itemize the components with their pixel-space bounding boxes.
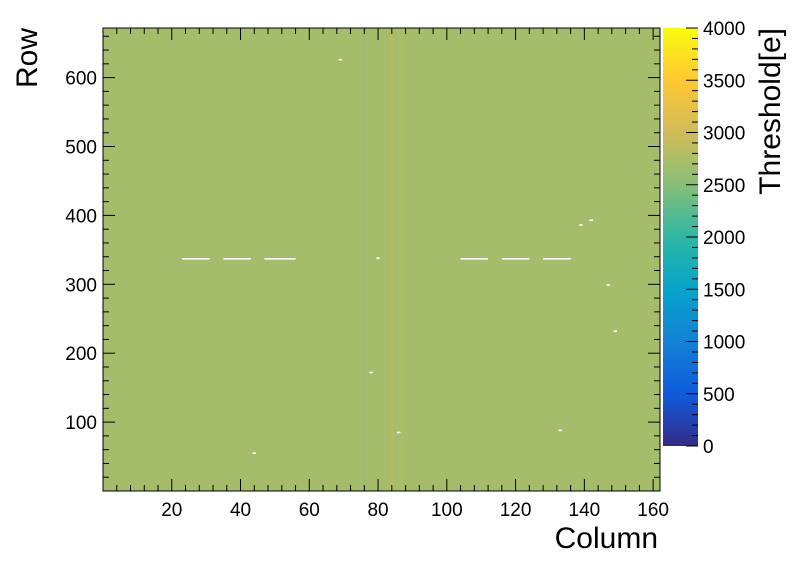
colorbar-tick-label: 0 xyxy=(703,437,714,458)
x-tick-label: 80 xyxy=(367,500,388,521)
x-tick-label: 160 xyxy=(637,500,669,521)
y-axis: 100 200 300 400 500 600 xyxy=(65,35,660,478)
colorbar-tick-label: 3500 xyxy=(703,71,745,92)
masked-pixel-segment xyxy=(558,429,563,432)
x-tick-label: 100 xyxy=(431,500,463,521)
x-axis-title: Column xyxy=(555,522,658,555)
y-tick-label: 400 xyxy=(65,206,97,227)
y-axis-title: Row xyxy=(11,28,44,88)
colorbar-tick-label: 3000 xyxy=(703,124,745,145)
y-tick-label: 600 xyxy=(65,69,97,90)
masked-pixel-segment xyxy=(543,258,571,260)
colorbar-title: Threshold[e] xyxy=(754,28,787,195)
colorbar-tick-label: 4000 xyxy=(703,19,745,40)
colorbar-tick-label: 1000 xyxy=(703,333,745,354)
masked-pixel-segment xyxy=(460,258,489,260)
plot-frame xyxy=(102,27,661,492)
colorbar-tick-label: 1500 xyxy=(703,280,745,301)
column-stripe xyxy=(400,28,404,491)
masked-pixel-segment xyxy=(501,258,530,260)
masked-pixel-segment xyxy=(613,330,618,332)
masked-pixel-segment xyxy=(252,452,257,454)
x-tick-label: 120 xyxy=(500,500,532,521)
colorbar-tick-label: 2500 xyxy=(703,176,745,197)
masked-pixel-segment xyxy=(579,224,583,226)
masked-pixel-segment xyxy=(338,58,342,61)
x-axis: 20 40 60 80 100 120 140 160 xyxy=(102,28,669,521)
x-tick-label: 140 xyxy=(569,500,601,521)
masked-pixel-segment xyxy=(223,258,251,260)
y-tick-label: 100 xyxy=(65,413,97,434)
masked-pixel-segment xyxy=(369,371,373,374)
column-stripe xyxy=(390,28,394,491)
colorbar-tick-label: 500 xyxy=(703,385,735,406)
x-tick-label: 20 xyxy=(161,500,182,521)
masked-pixel-segment xyxy=(606,284,611,286)
masked-pixel-segment xyxy=(589,219,593,222)
masked-pixel-segment xyxy=(182,258,210,260)
masked-pixel-segment xyxy=(376,257,380,259)
y-tick-label: 200 xyxy=(65,344,97,365)
y-tick-label: 300 xyxy=(65,275,97,296)
x-tick-label: 60 xyxy=(299,500,320,521)
masked-pixel-segment xyxy=(396,431,401,434)
masked-pixel-segment xyxy=(264,258,296,260)
heatmap-features xyxy=(182,28,618,491)
colorbar: 0 500 1000 1500 2000 2500 3000 3500 4000 xyxy=(663,19,745,458)
column-stripe xyxy=(362,28,367,491)
y-tick-label: 500 xyxy=(65,138,97,159)
x-tick-label: 40 xyxy=(230,500,251,521)
colorbar-tick-label: 2000 xyxy=(703,228,745,249)
